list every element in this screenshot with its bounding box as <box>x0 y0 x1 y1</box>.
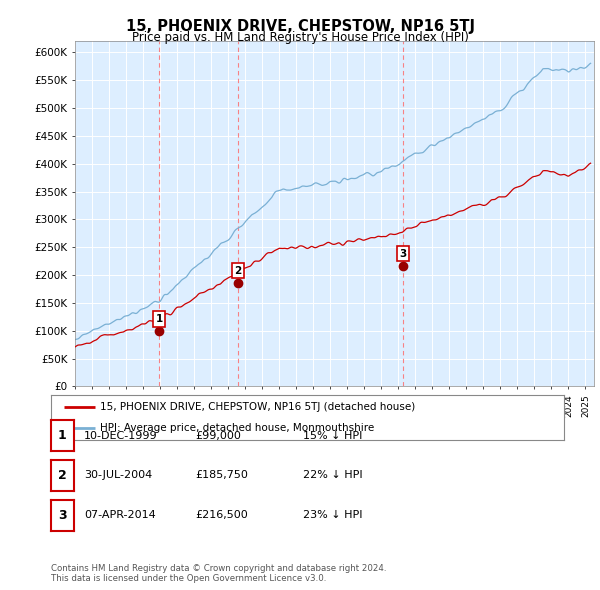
Text: 1: 1 <box>58 429 67 442</box>
Text: Contains HM Land Registry data © Crown copyright and database right 2024.
This d: Contains HM Land Registry data © Crown c… <box>51 563 386 583</box>
Text: £185,750: £185,750 <box>195 470 248 480</box>
Text: 2: 2 <box>235 266 242 276</box>
Text: 30-JUL-2004: 30-JUL-2004 <box>84 470 152 480</box>
Text: 1: 1 <box>155 314 163 324</box>
Text: 15, PHOENIX DRIVE, CHEPSTOW, NP16 5TJ: 15, PHOENIX DRIVE, CHEPSTOW, NP16 5TJ <box>125 19 475 34</box>
Text: £99,000: £99,000 <box>195 431 241 441</box>
Text: 15, PHOENIX DRIVE, CHEPSTOW, NP16 5TJ (detached house): 15, PHOENIX DRIVE, CHEPSTOW, NP16 5TJ (d… <box>100 402 415 412</box>
Text: 23% ↓ HPI: 23% ↓ HPI <box>303 510 362 520</box>
Text: £216,500: £216,500 <box>195 510 248 520</box>
Text: 15% ↓ HPI: 15% ↓ HPI <box>303 431 362 441</box>
Text: 07-APR-2014: 07-APR-2014 <box>84 510 156 520</box>
Text: HPI: Average price, detached house, Monmouthshire: HPI: Average price, detached house, Monm… <box>100 422 374 432</box>
Text: 2: 2 <box>58 468 67 482</box>
Text: 22% ↓ HPI: 22% ↓ HPI <box>303 470 362 480</box>
Text: 3: 3 <box>58 509 67 522</box>
Text: 3: 3 <box>399 248 407 258</box>
Text: 10-DEC-1999: 10-DEC-1999 <box>84 431 158 441</box>
Text: Price paid vs. HM Land Registry's House Price Index (HPI): Price paid vs. HM Land Registry's House … <box>131 31 469 44</box>
